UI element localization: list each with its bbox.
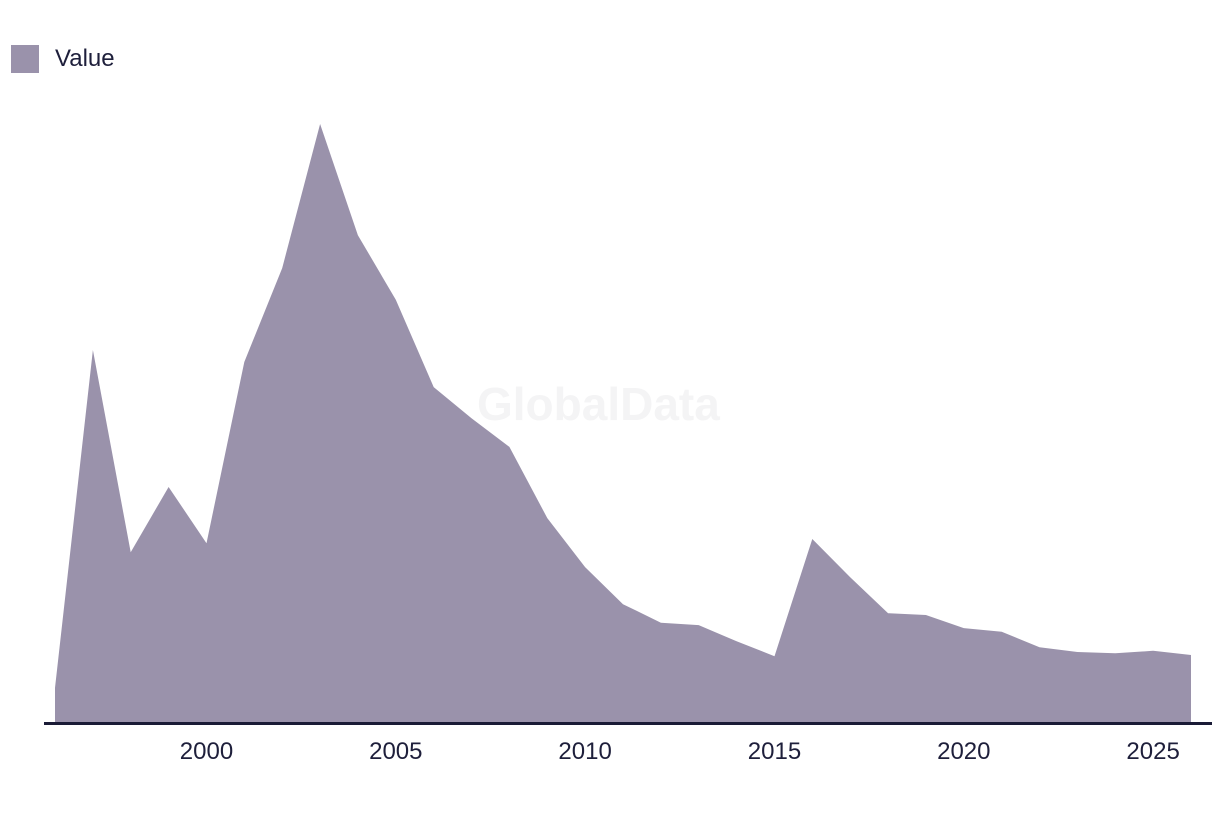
x-axis-tick-label: 2015 xyxy=(747,738,802,765)
x-axis-tick-label: 2025 xyxy=(1126,738,1180,765)
watermark: GlobalData xyxy=(477,378,720,430)
x-axis-tick-label: 2020 xyxy=(937,738,991,765)
legend: Value xyxy=(11,45,115,73)
x-axis-tick-label: 2005 xyxy=(369,738,423,765)
x-axis-tick-label: 2010 xyxy=(558,738,612,765)
legend-swatch xyxy=(11,45,39,73)
x-axis-tick-label: 2000 xyxy=(179,738,234,765)
area-series-value xyxy=(55,124,1191,722)
legend-label: Value xyxy=(55,45,115,72)
x-axis-line xyxy=(44,722,1212,725)
legend-item-value[interactable]: Value xyxy=(11,45,115,73)
